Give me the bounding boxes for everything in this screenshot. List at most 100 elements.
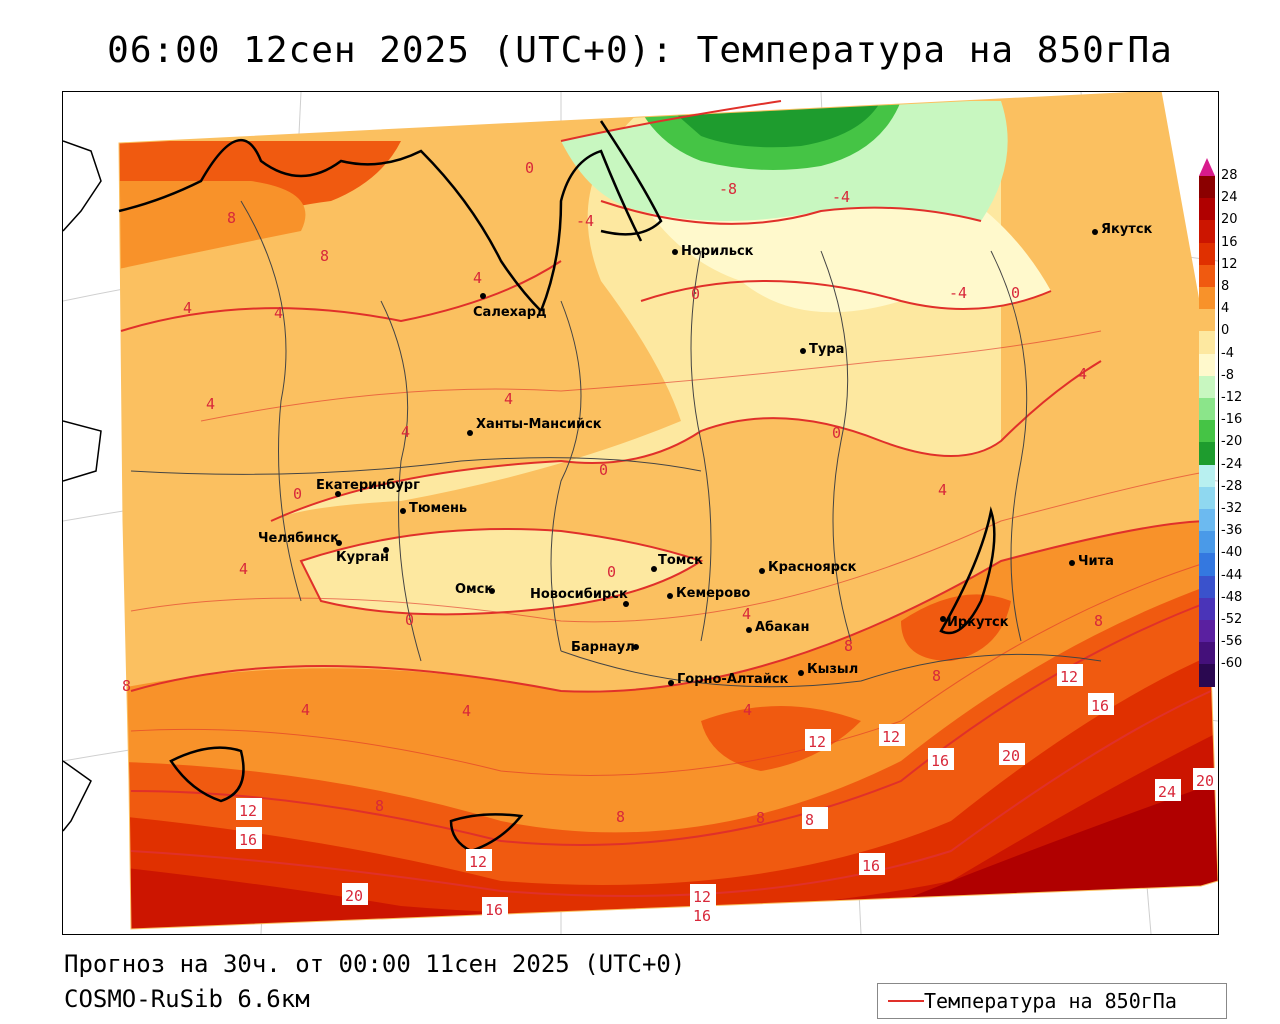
colorbar-cell [1199,353,1215,376]
city-label: Кемерово [676,586,750,601]
city-dot [668,680,674,686]
city-dot [480,293,486,299]
isotherm-labels: 8 8 4 4 4 4 4 4 0 0 0 0 0 -4 -4 -8 -4 0 … [122,159,1218,925]
isotherm-label: 4 [743,701,752,719]
city-label: Тюмень [409,501,467,516]
city-label: Челябинск [258,531,339,546]
colorbar-label: -56 [1221,634,1243,650]
isotherm-label: -4 [949,284,967,302]
colorbar-label: -36 [1221,523,1243,539]
isotherm-label: 4 [938,481,947,499]
colorbar-cell [1199,375,1215,398]
isotherm-label: 4 [183,299,192,317]
isotherm-label: -8 [719,180,737,198]
colorbar-cell [1199,331,1215,354]
city-label: Иркутск [947,615,1009,630]
isotherm-label: 4 [274,304,283,322]
model-name: COSMO-RuSib 6.6км [64,985,310,1013]
colorbar-cell [1199,531,1215,554]
city-label: Ханты-Мансийск [476,417,602,432]
city-label: Горно-Алтайск [677,672,789,687]
isotherm-label: 8 [1094,612,1103,630]
colorbar-cell [1199,620,1215,643]
isotherm-label: 0 [293,485,302,503]
colorbar-cell [1199,287,1215,310]
colorbar-label: -24 [1221,456,1243,472]
isotherm-label: 12 [693,888,711,906]
isotherm-label: 4 [1078,365,1087,383]
colorbar-cell [1199,464,1215,487]
colorbar-cell [1199,664,1215,687]
legend-line-swatch [888,1000,924,1002]
isotherm-label: 8 [227,209,236,227]
colorbar-label: -44 [1221,567,1243,583]
city-dot [798,670,804,676]
colorbar-label: -8 [1221,367,1234,383]
city-dot [400,508,406,514]
isotherm-label: 8 [805,811,814,829]
isotherm-label: 4 [462,702,471,720]
colorbar-cell [1199,176,1215,199]
isotherm-label: 4 [473,269,482,287]
colorbar-label: 24 [1221,190,1238,206]
city-label: Салехард [473,305,547,320]
isotherm-label: 4 [239,560,248,578]
colorbar-label: -40 [1221,545,1243,561]
colorbar-cell [1199,486,1215,509]
isotherm-label: 24 [1158,783,1176,801]
colorbar-label: -28 [1221,478,1243,494]
colorbar-label: 28 [1221,168,1238,183]
city-label: Екатеринбург [316,478,420,493]
city-dot [633,644,639,650]
colorbar-cell [1199,198,1215,221]
city-markers: Норильск Якутск Салехард Тура Ханты-Манс… [258,222,1153,687]
isotherm-label: 8 [320,247,329,265]
isotherm-label: 16 [485,901,503,919]
isotherm-label: 8 [375,797,384,815]
city-label: Курган [336,550,389,565]
colorbar-label: 8 [1221,279,1230,294]
isotherm-label: 16 [1091,697,1109,715]
colorbar-cell [1199,264,1215,287]
isotherm-label: 4 [742,605,751,623]
isotherm-label: 0 [405,611,414,629]
colorbar-label: 16 [1221,234,1238,250]
isotherm-label: 0 [599,461,608,479]
isotherm-label: 0 [607,563,616,581]
legend-label: Температура на 850гПа [924,989,1177,1013]
isotherm-label: 16 [931,752,949,770]
isotherm-label: 20 [345,887,363,905]
city-dot [667,593,673,599]
isotherm-label: 4 [301,701,310,719]
colorbar-cell [1199,420,1215,443]
isotherm-lines [120,100,1212,897]
city-label: Томск [658,553,703,568]
isotherm-label: 8 [616,808,625,826]
colorbar-cell [1199,398,1215,421]
colorbar-label: -20 [1221,434,1243,450]
coastline [118,120,996,853]
city-label: Абакан [755,620,810,635]
isotherm-label: 12 [882,728,900,746]
city-dot [623,601,629,607]
region-borders [130,200,1102,688]
isotherm-label: 12 [239,802,257,820]
isotherm-label: 0 [1011,284,1020,302]
city-dot [489,588,495,594]
isotherm-label: 0 [832,424,841,442]
city-dot [746,627,752,633]
city-dot [336,540,342,546]
city-label: Кызыл [807,662,858,677]
map-title: 06:00 12сен 2025 (UTC+0): Температура на… [107,30,1173,71]
city-dot [651,566,657,572]
isotherm-label: 16 [862,857,880,875]
city-label: Норильск [681,244,754,259]
city-label: Красноярск [768,560,857,575]
city-dot [940,616,946,622]
isotherm-label: 4 [504,390,513,408]
city-label: Барнаул [571,640,635,655]
isotherm-label: 12 [808,733,826,751]
colorbar-cell [1199,309,1215,332]
colorbar-label: -52 [1221,612,1243,627]
colorbar-label: -48 [1221,589,1243,605]
